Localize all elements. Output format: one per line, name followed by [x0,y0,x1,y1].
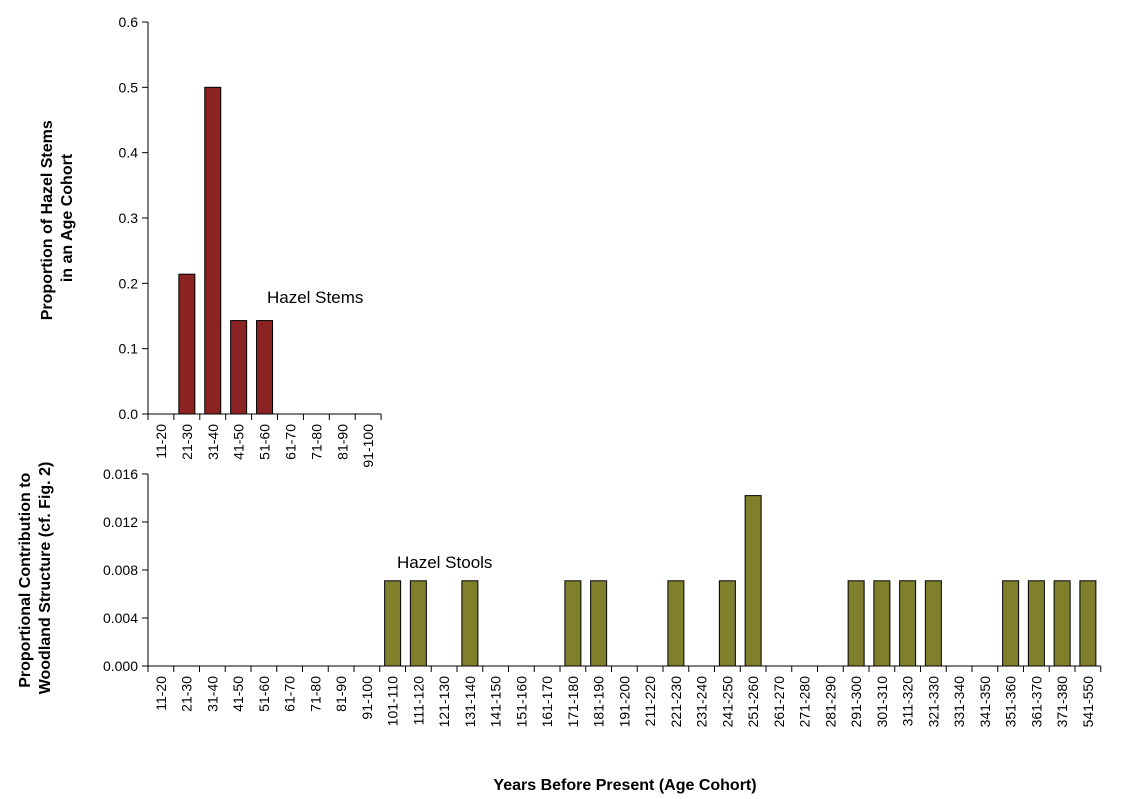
stools-x-tick-label: 171-180 [565,676,581,728]
stems-y-tick-label: 0.0 [119,406,139,422]
stools-y-tick-label: 0.000 [103,658,138,674]
stems-y-axis-label: Proportion of Hazel Stems in an Age Coho… [39,116,76,320]
stems-bar [230,320,248,415]
stools-bar [718,580,736,667]
stools-x-tick-label: 91-100 [359,676,375,720]
stems-bar [178,273,196,415]
stems-y-tick-label: 0.1 [119,341,139,357]
stools-bar [899,580,917,667]
stems-x-tick-label: 31-40 [205,424,221,460]
stools-bar [590,580,608,667]
stools-x-tick-label: 371-380 [1054,676,1070,728]
stools-x-tick-label: 131-140 [462,676,478,728]
stools-x-tick-label: 281-290 [822,676,838,728]
stools-bar [1027,580,1045,667]
stools-chart-panel: 0.000 0.004 0.008 0.012 0.016 11-20 21-30 31-40… [17,462,1102,794]
stems-y-tick-label: 0.4 [119,145,139,161]
stools-y-tick-label: 0.016 [103,466,138,482]
stools-x-tick-label: 121-130 [436,676,452,728]
stools-x-tick-label: 351-360 [1003,676,1019,728]
stems-y-tick-label: 0.6 [119,14,139,30]
stems-bar [256,320,274,415]
stools-axes: 0.000 0.004 0.008 0.012 0.016 11-20 21-30 31-40… [103,466,1102,728]
stools-x-tick-label: 21-30 [179,676,195,712]
stools-x-tick-label: 101-110 [385,676,401,727]
stools-x-tick-label: 261-270 [771,676,787,728]
stools-x-tick-label: 251-260 [745,676,761,728]
stools-x-tick-label: 161-170 [539,676,555,728]
stems-y-axis-label-line-1: Proportion of Hazel Stems [39,120,56,320]
stools-bar [461,580,479,667]
stools-y-tick-label: 0.012 [103,514,138,530]
stools-bar [409,580,427,667]
stools-bar [924,580,942,667]
stools-x-tick-label: 301-310 [874,676,890,728]
stems-x-tick-label: 91-100 [360,424,376,468]
stools-x-tick-label: 541-550 [1080,676,1096,728]
stools-bar [1053,580,1071,667]
stems-x-tick-label: 21-30 [179,424,195,460]
stools-x-tick-label: 181-190 [591,676,607,728]
stools-x-tick-label: 331-340 [951,676,967,728]
stools-bar [1002,580,1020,667]
stools-y-axis-label-line-1: Proportional Contribution to [17,472,34,687]
stems-axes: 0.0 0.1 0.2 0.3 0.4 0.5 0.6 11-20 21-30 31-40 41-5… [119,14,382,468]
stools-bar [564,580,582,667]
stools-x-tick-label: 291-300 [848,676,864,728]
stools-x-tick-label: 141-150 [488,676,504,728]
stools-x-tick-label: 311-320 [900,676,916,727]
stems-x-tick-label: 81-90 [334,424,350,460]
stools-x-tick-label: 271-280 [797,676,813,728]
stools-bar [384,580,402,667]
stools-bar [1079,580,1097,667]
stools-x-tick-label: 61-70 [282,676,298,712]
stools-x-tick-label: 241-250 [719,676,735,728]
stools-bar [847,580,865,667]
stools-x-tick-label: 151-160 [513,676,529,728]
stems-chart-panel: 0.0 0.1 0.2 0.3 0.4 0.5 0.6 11-20 21-30 31-40 41-5… [39,14,382,468]
stools-x-tick-label: 211-220 [642,676,658,727]
stools-x-tick-label: 321-330 [925,676,941,728]
stools-x-tick-label: 71-80 [307,676,323,712]
stools-y-tick-label: 0.008 [103,562,138,578]
stems-x-tick-label: 41-50 [231,424,247,460]
stools-x-tick-label: 361-370 [1028,676,1044,728]
stems-y-tick-label: 0.3 [119,210,139,226]
stools-x-tick-label: 111-120 [410,676,426,726]
stools-x-tick-label: 41-50 [230,676,246,712]
stools-x-tick-label: 221-230 [668,676,684,728]
stems-x-tick-label: 61-70 [282,424,298,460]
stools-y-tick-label: 0.004 [103,610,138,626]
stools-bar [873,580,891,667]
stools-annotation: Hazel Stools [397,553,492,572]
stools-y-axis-label: Proportional Contribution to Woodland St… [17,462,54,695]
stems-annotation: Hazel Stems [267,288,363,307]
x-axis-label: Years Before Present (Age Cohort) [493,777,756,794]
stems-bar [204,86,222,415]
stools-bar [744,495,762,667]
stools-x-tick-label: 341-350 [977,676,993,728]
stems-x-tick-label: 71-80 [308,424,324,460]
stools-bar [667,580,685,667]
stools-x-tick-label: 191-200 [616,676,632,728]
stools-bars [384,495,1097,667]
stools-x-tick-label: 81-90 [333,676,349,712]
stems-bars [178,86,274,415]
stems-x-tick-label: 51-60 [257,424,273,460]
stems-y-tick-label: 0.2 [119,275,139,291]
stems-y-axis-label-line-2: in an Age Cohort [59,153,76,282]
stems-y-tick-label: 0.5 [119,79,139,95]
stools-y-axis-label-line-2: Woodland Structure (cf. Fig. 2) [37,462,54,695]
stools-x-tick-label: 231-240 [694,676,710,728]
stems-x-tick-label: 11-20 [153,424,169,459]
stools-x-tick-label: 11-20 [153,676,169,711]
stools-x-tick-label: 31-40 [204,676,220,712]
stools-x-tick-label: 51-60 [256,676,272,712]
